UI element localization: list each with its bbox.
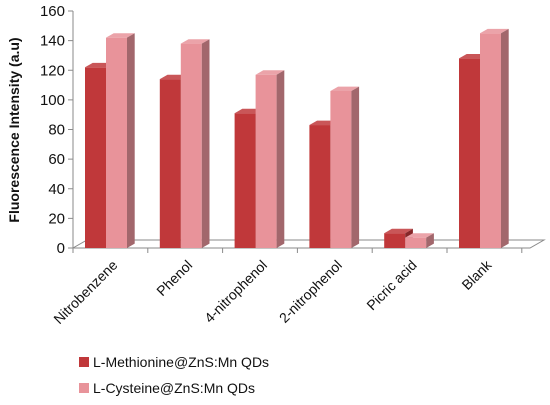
y-tick-label: 80 xyxy=(48,122,65,139)
bar-front xyxy=(106,37,127,248)
x-tick-label: 2-nitrophenol xyxy=(276,257,345,326)
bar-side xyxy=(351,86,360,249)
bar-top xyxy=(330,86,360,91)
x-tick-label: Phenol xyxy=(153,257,195,299)
bar-front xyxy=(330,90,352,248)
bar xyxy=(405,233,434,248)
bar-top xyxy=(405,233,434,238)
bar-layer xyxy=(85,28,509,249)
bar-front xyxy=(405,237,427,248)
bar-side xyxy=(127,33,135,249)
y-tick-label: 20 xyxy=(48,210,65,227)
y-tick-label: 120 xyxy=(40,62,65,79)
bar-front xyxy=(85,67,106,248)
y-axis-title: Fluorescence Intensity (a.u) xyxy=(6,37,22,222)
y-tick-label: 160 xyxy=(40,3,65,20)
y-tick-label: 140 xyxy=(40,33,65,50)
legend-label-methionine: L-Methionine@ZnS:Mn QDs xyxy=(93,354,269,370)
x-tick-label: Blank xyxy=(458,256,495,293)
bar-front xyxy=(234,113,256,248)
legend-label-cysteine: L-Cysteine@ZnS:Mn QDs xyxy=(93,380,255,396)
x-tick-label: 4-nitrophenol xyxy=(201,257,270,326)
bar-side xyxy=(276,70,285,248)
legend: L-Methionine@ZnS:Mn QDs L-Cysteine@ZnS:M… xyxy=(79,354,269,396)
bar-front xyxy=(255,74,277,248)
bar-front xyxy=(384,233,406,248)
bar xyxy=(180,39,210,249)
bar xyxy=(106,33,135,249)
y-tick-label: 40 xyxy=(48,181,65,198)
bar-front xyxy=(180,43,202,249)
y-tick-label: 0 xyxy=(57,240,65,257)
bar-side xyxy=(501,28,509,248)
bar-top xyxy=(384,228,413,234)
bar-top xyxy=(480,28,509,34)
bar-front xyxy=(159,79,181,248)
bar-top xyxy=(106,33,135,38)
bar-top xyxy=(180,39,210,44)
bar-front xyxy=(309,125,331,248)
bar xyxy=(330,86,360,249)
legend-swatch-methionine xyxy=(79,357,89,367)
bar-side xyxy=(201,39,210,248)
label-layer: Nitrobenzene Phenol 4-nitrophenol 2-nitroph… xyxy=(50,256,495,327)
y-tick-label: 60 xyxy=(48,151,65,168)
bar-front xyxy=(459,58,480,249)
bar-front xyxy=(480,33,501,248)
bar xyxy=(255,70,285,248)
y-tick-label: 100 xyxy=(40,92,65,109)
bar-side xyxy=(426,233,434,248)
x-tick-label: Nitrobenzene xyxy=(50,257,120,327)
bar-top xyxy=(255,70,285,75)
x-tick-label: Picric acid xyxy=(363,257,419,313)
legend-swatch-cysteine xyxy=(79,383,89,393)
bar xyxy=(480,28,509,248)
